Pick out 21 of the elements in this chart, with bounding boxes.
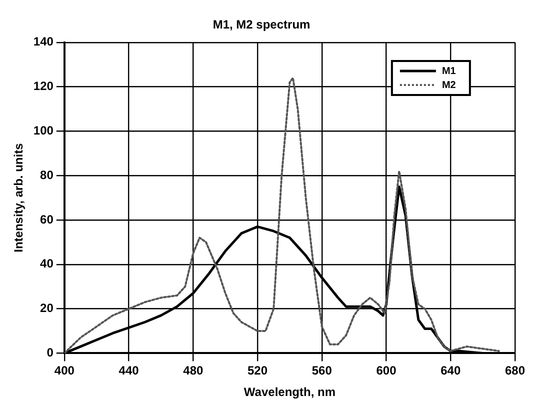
x-tick-label: 480 — [183, 364, 204, 378]
y-tick-label: 80 — [40, 168, 54, 182]
x-tick-label: 680 — [504, 364, 526, 378]
x-tick-label: 440 — [118, 364, 140, 378]
y-tick-label: 20 — [40, 301, 54, 316]
x-tick-label: 520 — [248, 364, 268, 378]
x-axis-title: Wavelength, nm — [244, 385, 336, 400]
y-tick-label: 140 — [33, 34, 54, 49]
chart-title: M1, M2 spectrum — [212, 18, 310, 32]
x-tick-label: 560 — [312, 364, 332, 378]
y-axis-title: Intensity, arb. units — [12, 142, 26, 252]
y-tick-label: 60 — [40, 212, 54, 226]
legend-label: M2 — [442, 80, 456, 91]
y-tick-label: 120 — [33, 79, 54, 94]
x-tick-label: 600 — [376, 364, 397, 378]
x-tick-label: 640 — [440, 364, 461, 378]
x-tick-label: 400 — [54, 364, 75, 378]
y-tick-label: 100 — [33, 124, 54, 138]
y-tick-label: 0 — [46, 346, 54, 360]
legend-label: M1 — [442, 66, 456, 77]
y-tick-label: 40 — [40, 256, 54, 271]
